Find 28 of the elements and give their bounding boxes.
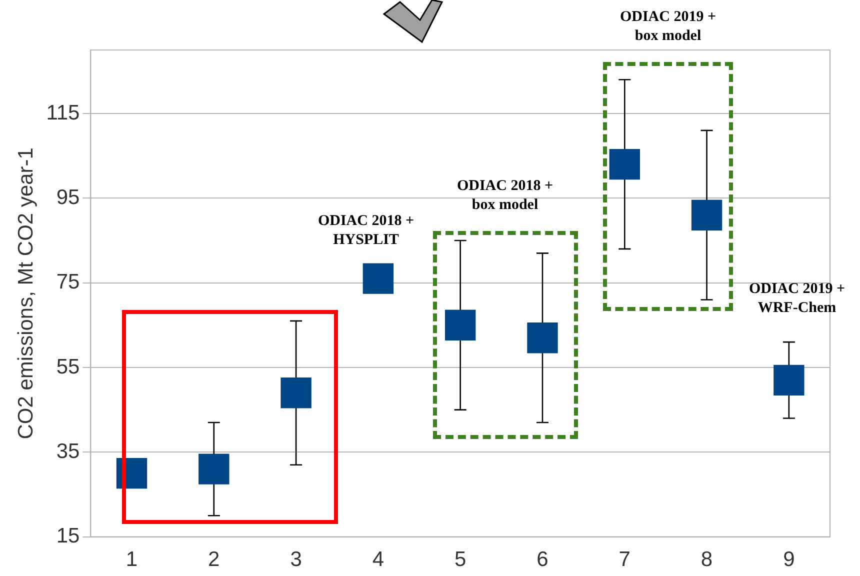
y-tick-label: 115 — [46, 101, 80, 124]
x-tick-label: 1 — [126, 548, 138, 572]
y-tick-label: 15 — [56, 524, 80, 548]
x-tick-label: 8 — [700, 548, 713, 572]
text: ODIAC 2019 + box model — [620, 8, 716, 46]
y-tick-label: 35 — [56, 440, 80, 463]
x-tick-label: 9 — [783, 548, 795, 572]
y-tick-label: 95 — [56, 186, 80, 209]
point — [774, 364, 804, 396]
y-tick-label: 75 — [56, 270, 80, 294]
point — [609, 148, 640, 180]
point — [527, 322, 558, 354]
x-tick-label: 2 — [208, 548, 220, 572]
y-axis-title: CO2 emissions, Mt CO2 year-1 — [14, 148, 38, 440]
x-tick-label: 5 — [454, 548, 466, 572]
point — [691, 200, 722, 230]
point — [198, 454, 230, 484]
annotation: ODIAC 2018 + box model — [456, 177, 554, 215]
annotation: ODIAC 2018 + HYSPLIT — [318, 212, 414, 250]
point — [280, 378, 312, 408]
annotation: ODIAC 2019 + WRF-Chem — [748, 280, 846, 318]
x-tick-label: 6 — [536, 548, 548, 572]
point — [362, 263, 394, 294]
y-tick-label: 55 — [56, 355, 80, 378]
x-tick-label: 7 — [618, 548, 630, 572]
x-tick-label: 4 — [372, 548, 384, 572]
x-tick-label: 3 — [290, 548, 302, 572]
point — [444, 310, 476, 340]
